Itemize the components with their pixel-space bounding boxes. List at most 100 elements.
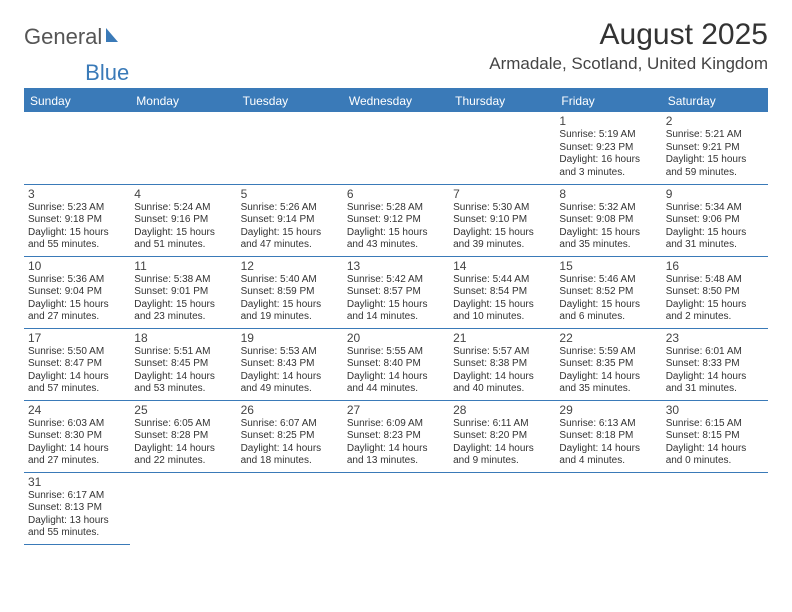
sunrise-text: Sunrise: 5:21 AM [666, 129, 764, 142]
sunset-text: Sunset: 8:20 PM [453, 430, 551, 443]
sunrise-text: Sunrise: 5:46 AM [559, 274, 657, 287]
calendar-cell: 8Sunrise: 5:32 AMSunset: 9:08 PMDaylight… [555, 184, 661, 256]
weekday-header: Friday [555, 89, 661, 112]
day-number: 27 [347, 403, 445, 417]
daylight-text: and 47 minutes. [241, 239, 339, 252]
daylight-text: Daylight: 15 hours [453, 299, 551, 312]
daylight-text: and 35 minutes. [559, 383, 657, 396]
calendar-cell [449, 112, 555, 184]
day-number: 30 [666, 403, 764, 417]
day-number: 22 [559, 331, 657, 345]
calendar-cell: 11Sunrise: 5:38 AMSunset: 9:01 PMDayligh… [130, 256, 236, 328]
daylight-text: and 55 minutes. [28, 239, 126, 252]
daylight-text: Daylight: 14 hours [347, 443, 445, 456]
daylight-text: Daylight: 15 hours [347, 227, 445, 240]
daylight-text: and 40 minutes. [453, 383, 551, 396]
sunrise-text: Sunrise: 5:53 AM [241, 346, 339, 359]
daylight-text: Daylight: 15 hours [134, 299, 232, 312]
daylight-text: Daylight: 14 hours [666, 371, 764, 384]
daylight-text: and 22 minutes. [134, 455, 232, 468]
month-title: August 2025 [489, 18, 768, 52]
sunrise-text: Sunrise: 5:19 AM [559, 129, 657, 142]
day-number: 19 [241, 331, 339, 345]
sunrise-text: Sunrise: 6:01 AM [666, 346, 764, 359]
weekday-header: Wednesday [343, 89, 449, 112]
calendar-cell [449, 472, 555, 544]
daylight-text: and 55 minutes. [28, 527, 126, 540]
calendar-cell: 9Sunrise: 5:34 AMSunset: 9:06 PMDaylight… [662, 184, 768, 256]
daylight-text: and 57 minutes. [28, 383, 126, 396]
calendar-cell: 10Sunrise: 5:36 AMSunset: 9:04 PMDayligh… [24, 256, 130, 328]
calendar-cell: 13Sunrise: 5:42 AMSunset: 8:57 PMDayligh… [343, 256, 449, 328]
day-number: 29 [559, 403, 657, 417]
daylight-text: and 18 minutes. [241, 455, 339, 468]
daylight-text: and 10 minutes. [453, 311, 551, 324]
logo-sail-icon [104, 24, 124, 50]
daylight-text: and 44 minutes. [347, 383, 445, 396]
calendar-cell [343, 112, 449, 184]
daylight-text: Daylight: 15 hours [347, 299, 445, 312]
daylight-text: Daylight: 14 hours [134, 443, 232, 456]
sunset-text: Sunset: 8:25 PM [241, 430, 339, 443]
calendar-cell: 29Sunrise: 6:13 AMSunset: 8:18 PMDayligh… [555, 400, 661, 472]
day-number: 16 [666, 259, 764, 273]
calendar-cell: 1Sunrise: 5:19 AMSunset: 9:23 PMDaylight… [555, 112, 661, 184]
sunrise-text: Sunrise: 5:42 AM [347, 274, 445, 287]
calendar-cell: 18Sunrise: 5:51 AMSunset: 8:45 PMDayligh… [130, 328, 236, 400]
daylight-text: and 49 minutes. [241, 383, 339, 396]
logo-text-general: General [24, 24, 102, 50]
daylight-text: Daylight: 15 hours [28, 299, 126, 312]
daylight-text: Daylight: 14 hours [347, 371, 445, 384]
sunrise-text: Sunrise: 5:40 AM [241, 274, 339, 287]
sunset-text: Sunset: 9:18 PM [28, 214, 126, 227]
daylight-text: and 2 minutes. [666, 311, 764, 324]
day-number: 23 [666, 331, 764, 345]
weekday-header: Saturday [662, 89, 768, 112]
calendar-cell: 31Sunrise: 6:17 AMSunset: 8:13 PMDayligh… [24, 472, 130, 544]
sunset-text: Sunset: 8:38 PM [453, 358, 551, 371]
sunrise-text: Sunrise: 5:50 AM [28, 346, 126, 359]
weekday-header: Monday [130, 89, 236, 112]
sunrise-text: Sunrise: 5:59 AM [559, 346, 657, 359]
sunset-text: Sunset: 9:16 PM [134, 214, 232, 227]
day-number: 20 [347, 331, 445, 345]
day-number: 28 [453, 403, 551, 417]
daylight-text: and 9 minutes. [453, 455, 551, 468]
daylight-text: Daylight: 15 hours [134, 227, 232, 240]
calendar-cell: 14Sunrise: 5:44 AMSunset: 8:54 PMDayligh… [449, 256, 555, 328]
day-number: 2 [666, 114, 764, 128]
sunset-text: Sunset: 8:59 PM [241, 286, 339, 299]
daylight-text: Daylight: 14 hours [28, 371, 126, 384]
sunset-text: Sunset: 8:30 PM [28, 430, 126, 443]
sunrise-text: Sunrise: 6:15 AM [666, 418, 764, 431]
day-number: 21 [453, 331, 551, 345]
day-number: 3 [28, 187, 126, 201]
day-number: 6 [347, 187, 445, 201]
day-number: 18 [134, 331, 232, 345]
calendar-cell [343, 472, 449, 544]
day-number: 8 [559, 187, 657, 201]
daylight-text: and 43 minutes. [347, 239, 445, 252]
sunset-text: Sunset: 8:23 PM [347, 430, 445, 443]
sunrise-text: Sunrise: 5:26 AM [241, 202, 339, 215]
calendar-cell: 19Sunrise: 5:53 AMSunset: 8:43 PMDayligh… [237, 328, 343, 400]
calendar-cell: 20Sunrise: 5:55 AMSunset: 8:40 PMDayligh… [343, 328, 449, 400]
sunrise-text: Sunrise: 5:28 AM [347, 202, 445, 215]
sunset-text: Sunset: 8:28 PM [134, 430, 232, 443]
daylight-text: Daylight: 13 hours [28, 515, 126, 528]
sunrise-text: Sunrise: 5:51 AM [134, 346, 232, 359]
day-number: 26 [241, 403, 339, 417]
sunrise-text: Sunrise: 6:17 AM [28, 490, 126, 503]
sunrise-text: Sunrise: 5:48 AM [666, 274, 764, 287]
daylight-text: and 31 minutes. [666, 239, 764, 252]
sunset-text: Sunset: 8:33 PM [666, 358, 764, 371]
daylight-text: and 14 minutes. [347, 311, 445, 324]
weekday-header-row: Sunday Monday Tuesday Wednesday Thursday… [24, 89, 768, 112]
daylight-text: and 27 minutes. [28, 311, 126, 324]
day-number: 10 [28, 259, 126, 273]
day-number: 31 [28, 475, 126, 489]
calendar-cell: 26Sunrise: 6:07 AMSunset: 8:25 PMDayligh… [237, 400, 343, 472]
sunset-text: Sunset: 8:54 PM [453, 286, 551, 299]
day-number: 11 [134, 259, 232, 273]
sunset-text: Sunset: 9:08 PM [559, 214, 657, 227]
